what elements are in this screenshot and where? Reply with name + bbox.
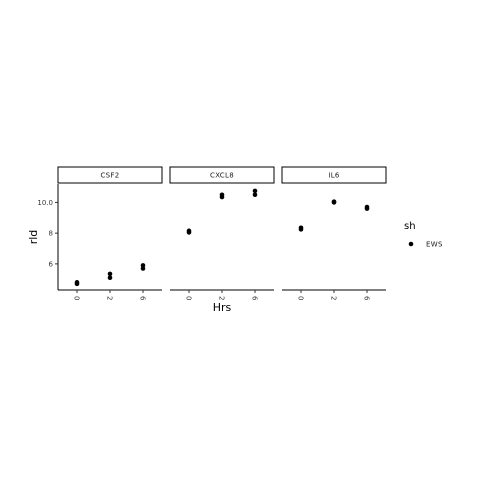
facet-strip-label: IL6 <box>328 172 340 180</box>
facet-panel-il6: IL6 0 2 6 <box>282 167 386 301</box>
data-point <box>75 280 80 285</box>
data-point <box>220 192 225 197</box>
data-point <box>141 263 146 268</box>
x-tick-label: 2 <box>330 296 338 300</box>
y-axis-title: rld <box>27 230 40 245</box>
x-axis-title: Hrs <box>213 301 232 314</box>
facet-panel-cxcl8: CXCL8 0 2 6 <box>170 167 274 301</box>
legend-item-label: EWS <box>426 241 443 249</box>
facet-strip-label: CSF2 <box>100 172 119 180</box>
x-tick-label: 6 <box>251 296 259 301</box>
y-tick-label: 10.0 <box>37 199 53 207</box>
x-tick-label: 0 <box>73 296 81 300</box>
x-tick-label: 6 <box>139 296 147 301</box>
data-point <box>253 189 258 194</box>
facet-strip-label: CXCL8 <box>210 172 234 180</box>
data-point <box>187 229 192 234</box>
legend-title: sh <box>404 221 416 232</box>
x-tick-label: 6 <box>363 296 371 301</box>
data-point <box>365 205 370 210</box>
x-tick-label: 2 <box>218 296 226 300</box>
y-tick-label: 6 <box>49 260 54 268</box>
legend-key-point <box>409 242 414 247</box>
x-tick-label: 2 <box>106 296 114 300</box>
data-point <box>108 272 113 277</box>
data-point <box>299 225 304 230</box>
data-point <box>332 199 337 204</box>
x-tick-label: 0 <box>185 296 193 300</box>
x-tick-label: 0 <box>297 296 305 300</box>
y-tick-label: 8 <box>49 230 53 238</box>
facet-panel-csf2: CSF2 0 2 6 <box>58 167 162 301</box>
legend: sh EWS <box>404 221 443 249</box>
